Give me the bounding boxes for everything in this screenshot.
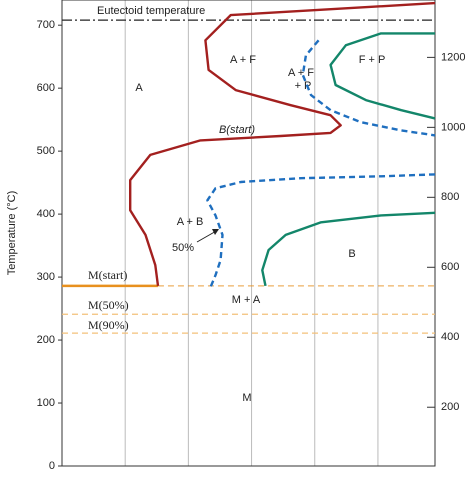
y2-tick-label: 1000 (441, 121, 465, 133)
y-axis-title: Temperature (°C) (6, 191, 18, 275)
y2-tick-label: 600 (441, 261, 459, 273)
m50-label: M(50%) (88, 298, 129, 312)
y-tick-label: 0 (49, 460, 55, 472)
annotation: A + F (230, 54, 256, 66)
y-tick-label: 200 (37, 334, 55, 346)
arrow-head (212, 229, 219, 235)
plot-frame (61, 0, 436, 467)
y-tick-label: 500 (37, 145, 55, 157)
annotation: A + F (288, 67, 314, 79)
annotation: B(start) (219, 124, 255, 136)
y-tick-label: 100 (37, 397, 55, 409)
transformation-curve (129, 1, 436, 287)
transformation-curve (261, 211, 436, 287)
y2-tick-label: 800 (441, 191, 459, 203)
annotation: A + B (177, 216, 204, 228)
y-tick-label: 600 (37, 82, 55, 94)
annotation: F + P (359, 54, 386, 66)
annotation: M + A (232, 294, 261, 306)
transformation-curve (206, 173, 436, 288)
m90-label: M(90%) (88, 318, 129, 332)
y-tick-label: 700 (37, 19, 55, 31)
eutectoid-label: Eutectoid temperature (97, 5, 205, 17)
annotation: A (135, 82, 143, 94)
y2-tick-label: 200 (441, 401, 459, 413)
transformation-curve (329, 32, 436, 120)
annotation: M (242, 392, 251, 404)
y2-tick-label: 1200 (441, 51, 465, 63)
y-tick-label: 400 (37, 208, 55, 220)
transformation-curve (301, 39, 436, 137)
y-tick-label: 300 (37, 271, 55, 283)
annotation: 50% (172, 242, 194, 254)
y2-tick-label: 400 (441, 331, 459, 343)
mstart-label: M(start) (88, 268, 127, 282)
annotation: B (348, 248, 355, 260)
